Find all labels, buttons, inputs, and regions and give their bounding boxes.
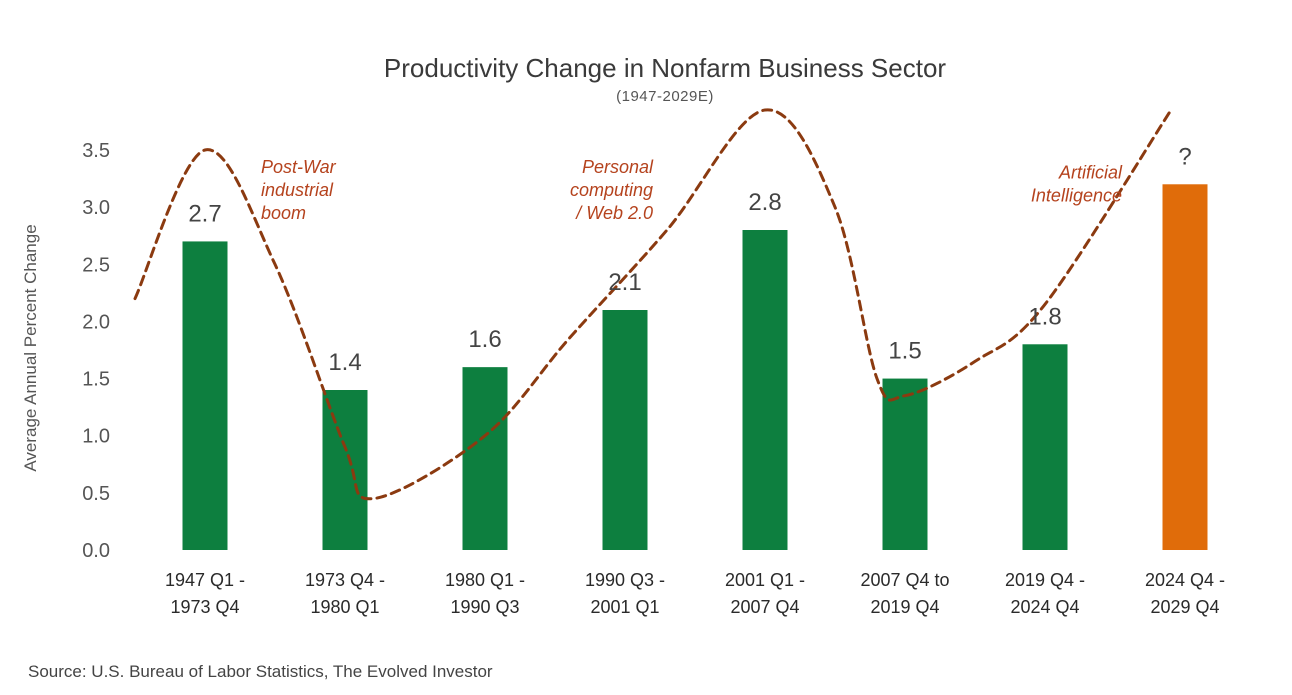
data-label: 2.1 — [608, 269, 641, 296]
x-tick-label: 2001 Q1 - 2007 Q4 — [725, 570, 805, 617]
x-tick-label: 2024 Q4 - 2029 Q4 — [1145, 570, 1225, 617]
annotations: Post-War industrial boom Personal computing /… — [261, 157, 1123, 223]
x-tick-label: 2019 Q4 - 2024 Q4 — [1005, 570, 1085, 617]
y-tick-label: 0.0 — [82, 540, 110, 562]
annotation-line: Artificial — [1058, 163, 1123, 183]
annotation-line: Personal — [582, 157, 654, 177]
y-tick-label: 1.5 — [82, 369, 110, 391]
x-tick-line: 2007 Q4 — [730, 597, 799, 617]
x-tick-line: 1980 Q1 - — [445, 570, 525, 590]
x-tick-label: 1980 Q1 - 1990 Q3 — [445, 570, 525, 617]
y-tick-label: 1.0 — [82, 426, 110, 448]
y-axis-label: Average Annual Percent Change — [21, 224, 40, 471]
bar — [1162, 184, 1208, 551]
bar — [602, 310, 648, 550]
trend-line-group — [133, 108, 1173, 501]
data-label: 2.7 — [188, 200, 221, 227]
data-label: 1.4 — [328, 349, 361, 376]
data-labels: 2.7 1.4 1.6 2.1 2.8 1.5 1.8? — [188, 143, 1191, 376]
bar — [882, 378, 928, 550]
annotation-line: computing — [570, 180, 653, 200]
x-tick-label: 1973 Q4 - 1980 Q1 — [305, 570, 385, 617]
y-tick-label: 2.0 — [82, 311, 110, 333]
x-tick-line: 2024 Q4 — [1010, 597, 1079, 617]
annotation-line: boom — [261, 203, 306, 223]
annotation-line: Post-War — [261, 157, 337, 177]
y-tick-label: 3.5 — [82, 140, 110, 162]
data-label: ? — [1178, 143, 1191, 170]
chart-title: Productivity Change in Nonfarm Business … — [384, 53, 946, 83]
x-tick-line: 1990 Q3 — [450, 597, 519, 617]
annotation-line: Intelligence — [1031, 186, 1122, 206]
x-tick-line: 2001 Q1 - — [725, 570, 805, 590]
bar — [322, 390, 368, 550]
x-tick-label: 1947 Q1 - 1973 Q4 — [165, 570, 245, 617]
x-tick-line: 1947 Q1 - — [165, 570, 245, 590]
bar — [742, 230, 788, 550]
data-label: 1.8 — [1028, 303, 1061, 330]
x-tick-line: 2001 Q1 — [590, 597, 659, 617]
annotation-line: industrial — [261, 180, 334, 200]
data-label: 2.8 — [748, 189, 781, 216]
x-tick-line: 2024 Q4 - — [1145, 570, 1225, 590]
x-tick-line: 1980 Q1 — [310, 597, 379, 617]
x-tick-label: 2007 Q4 to 2019 Q4 — [860, 570, 949, 617]
bar — [462, 367, 508, 550]
x-tick-line: 1973 Q4 — [170, 597, 239, 617]
x-tick-line: 1990 Q3 - — [585, 570, 665, 590]
x-tick-line: 2019 Q4 - — [1005, 570, 1085, 590]
annotation: Personal computing / Web 2.0 — [570, 157, 654, 223]
source-note: Source: U.S. Bureau of Labor Statistics,… — [28, 662, 493, 681]
data-label: 1.6 — [468, 326, 501, 353]
y-tick-label: 3.0 — [82, 197, 110, 219]
bar — [182, 241, 228, 550]
y-tick-label: 0.5 — [82, 483, 110, 505]
annotation: Post-War industrial boom — [261, 157, 337, 223]
bars — [182, 184, 1208, 551]
x-tick-line: 2019 Q4 — [870, 597, 939, 617]
x-tick-label: 1990 Q3 - 2001 Q1 — [585, 570, 665, 617]
x-tick-line: 2007 Q4 to — [860, 570, 949, 590]
chart-subtitle: (1947-2029E) — [616, 88, 714, 105]
y-tick-label: 2.5 — [82, 254, 110, 276]
trend-line — [133, 108, 1173, 501]
x-tick-line: 2029 Q4 — [1150, 597, 1219, 617]
annotation: Artificial Intelligence — [1031, 163, 1123, 206]
data-label: 1.5 — [888, 338, 921, 365]
x-axis-ticks: 1947 Q1 - 1973 Q4 1973 Q4 - 1980 Q1 1980 Q1 … — [165, 570, 1225, 617]
y-axis-ticks: 0.0 0.5 1.0 1.5 2.0 2.5 3.0 3.5 — [82, 140, 110, 562]
bar — [1022, 344, 1068, 550]
annotation-line: / Web 2.0 — [574, 203, 653, 223]
x-tick-line: 1973 Q4 - — [305, 570, 385, 590]
